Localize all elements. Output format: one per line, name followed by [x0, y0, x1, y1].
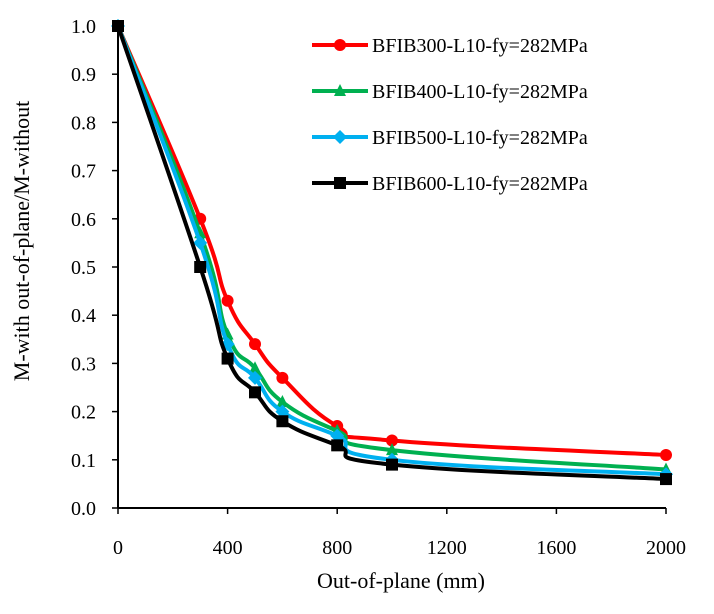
x-axis-title: Out-of-plane (mm): [317, 568, 485, 593]
series-1: [112, 20, 672, 461]
legend-item: BFIB400-L10-fy=282MPa: [312, 81, 588, 103]
legend: BFIB300-L10-fy=282MPa BFIB400-L10-fy=282M…: [312, 35, 588, 195]
data-point: [660, 473, 672, 486]
y-tick-label: 0.3: [71, 353, 96, 375]
data-point: [194, 261, 207, 273]
legend-item: BFIB600-L10-fy=282MPa: [312, 173, 588, 195]
x-tick-label: 1200: [427, 537, 467, 559]
legend-label: BFIB400-L10-fy=282MPa: [372, 81, 588, 103]
data-point: [331, 439, 344, 452]
x-tick-label: 0: [113, 537, 123, 559]
y-axis-ticks: 0.0 0.1 0.2 0.3 0.4 0.5 0.6 0.7 0.8 0.9 1.0: [71, 16, 118, 520]
data-point: [386, 458, 398, 471]
legend-label: BFIB600-L10-fy=282MPa: [372, 173, 588, 195]
y-tick-label: 0.7: [71, 161, 96, 183]
data-point: [330, 428, 345, 443]
legend-label: BFIB500-L10-fy=282MPa: [372, 127, 588, 149]
data-point: [221, 294, 234, 307]
y-tick-label: 0.6: [71, 209, 96, 231]
legend-label: BFIB300-L10-fy=282MPa: [372, 35, 588, 57]
y-tick-label: 0.2: [71, 402, 96, 424]
x-tick-label: 2000: [646, 537, 686, 559]
data-point: [275, 404, 290, 419]
data-point: [660, 448, 672, 461]
y-tick-label: 0.5: [71, 257, 96, 279]
data-point: [276, 415, 289, 428]
data-point: [221, 352, 234, 365]
data-point: [248, 370, 262, 385]
x-tick-label: 400: [213, 537, 243, 559]
legend-marker: [333, 130, 347, 144]
y-axis-title: M-with out-of-plane/M-without: [9, 101, 34, 381]
y-tick-label: 0.1: [71, 450, 96, 472]
legend-marker: [334, 39, 346, 51]
data-point: [386, 434, 398, 447]
data-point: [276, 371, 289, 384]
legend-item: BFIB500-L10-fy=282MPa: [312, 127, 588, 149]
series-line: [116, 24, 668, 482]
x-axis-ticks: 0 400 800 1200 1600 2000: [113, 508, 686, 559]
y-tick-label: 1.0: [71, 16, 96, 38]
y-tick-label: 0.4: [71, 305, 96, 327]
legend-marker: [334, 84, 346, 96]
data-point: [249, 386, 261, 399]
data-point: [249, 361, 261, 374]
y-tick-label: 0.0: [71, 498, 96, 520]
y-tick-label: 0.8: [71, 112, 96, 134]
x-tick-label: 1600: [536, 537, 576, 559]
data-point: [276, 394, 289, 407]
data-point: [249, 338, 261, 351]
y-tick-label: 0.9: [71, 64, 96, 86]
legend-marker: [334, 177, 346, 189]
data-point: [193, 235, 208, 250]
data-point: [386, 443, 398, 456]
legend-item: BFIB300-L10-fy=282MPa: [312, 35, 588, 57]
x-tick-label: 800: [322, 537, 352, 559]
series-line: [116, 24, 668, 477]
